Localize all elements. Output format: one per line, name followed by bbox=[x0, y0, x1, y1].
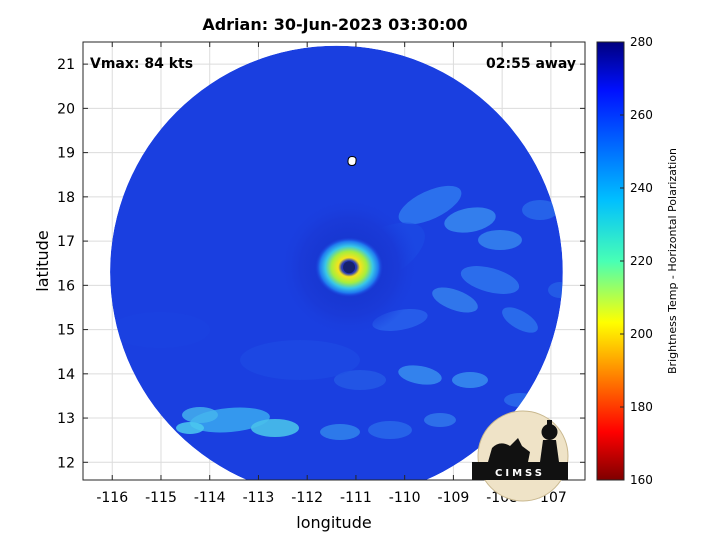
vmax-label: Vmax: 84 kts bbox=[90, 56, 193, 72]
rainband-blob bbox=[460, 266, 520, 294]
x-tick-label: -111 bbox=[340, 490, 372, 506]
rainband-blob bbox=[398, 365, 442, 385]
y-tick-label: 18 bbox=[57, 190, 75, 206]
rainband-blob bbox=[432, 287, 478, 313]
x-tick-label: -110 bbox=[389, 490, 421, 506]
cimss-logo: CIMSS bbox=[472, 410, 569, 502]
colorbar-tick-label: 240 bbox=[630, 181, 653, 195]
x-axis-ticks: -116 -115 -114 -113 -112 -111 -110 -109 -108 -107 bbox=[96, 42, 567, 506]
colorbar-tick-label: 160 bbox=[630, 473, 653, 487]
rainband-blob bbox=[444, 207, 496, 233]
colorbar-label: Brightness Temp - Horizontal Polarizatio… bbox=[666, 148, 679, 374]
colorbar-ticks: 160 180 200 220 240 260 280 bbox=[620, 35, 653, 487]
island-marker bbox=[347, 155, 357, 166]
microwave-swath bbox=[110, 45, 563, 480]
rainband-blob bbox=[182, 407, 218, 423]
x-axis-label: longitude bbox=[296, 513, 371, 532]
rainband-blob bbox=[522, 200, 558, 220]
colorbar bbox=[596, 41, 625, 481]
y-axis-ticks: 12 13 14 15 16 17 18 19 20 21 bbox=[57, 57, 585, 471]
axes-box bbox=[82, 41, 586, 481]
plot-title: Adrian: 30-Jun-2023 03:30:00 bbox=[202, 15, 467, 34]
y-tick-label: 17 bbox=[57, 234, 75, 250]
y-tick-label: 16 bbox=[57, 278, 75, 294]
colorbar-tick-label: 180 bbox=[630, 400, 653, 414]
rainband-blob bbox=[452, 372, 488, 388]
x-tick-label: -112 bbox=[291, 490, 323, 506]
colorbar-tick-label: 200 bbox=[630, 327, 653, 341]
colorbar-tick-label: 260 bbox=[630, 108, 653, 122]
rainband-blob bbox=[110, 312, 210, 348]
rainband-blob bbox=[320, 424, 360, 440]
rainband-blob bbox=[502, 307, 538, 333]
rainband-blob bbox=[240, 340, 360, 380]
time-away-label: 02:55 away bbox=[486, 56, 576, 72]
rainband-blob bbox=[176, 422, 204, 434]
y-tick-label: 12 bbox=[57, 455, 75, 471]
x-tick-label: -113 bbox=[243, 490, 275, 506]
colorbar-tick-label: 220 bbox=[630, 254, 653, 268]
x-tick-label: -109 bbox=[438, 490, 470, 506]
y-axis-label: latitude bbox=[33, 230, 52, 291]
rainband-blob bbox=[398, 185, 462, 225]
y-tick-label: 19 bbox=[57, 146, 75, 162]
rainband-blob bbox=[368, 421, 412, 439]
satellite-dish-icon bbox=[488, 438, 530, 462]
logo-text: CIMSS bbox=[495, 468, 545, 479]
rainband-blob bbox=[251, 419, 299, 437]
eye bbox=[343, 261, 356, 274]
y-tick-label: 15 bbox=[57, 323, 75, 339]
rainband-blob bbox=[334, 370, 386, 390]
x-tick-label: -116 bbox=[96, 490, 128, 506]
colorbar-tick-label: 280 bbox=[630, 35, 653, 49]
x-tick-label: -114 bbox=[194, 490, 226, 506]
y-tick-label: 20 bbox=[57, 101, 75, 117]
water-tower-icon bbox=[540, 440, 559, 462]
y-tick-label: 14 bbox=[57, 367, 75, 383]
rainband-blob bbox=[424, 413, 456, 427]
x-tick-label: -115 bbox=[145, 490, 177, 506]
rainband-blob bbox=[478, 230, 522, 250]
rainband-blob bbox=[548, 282, 563, 298]
y-tick-label: 21 bbox=[57, 57, 75, 73]
y-tick-label: 13 bbox=[57, 411, 75, 427]
